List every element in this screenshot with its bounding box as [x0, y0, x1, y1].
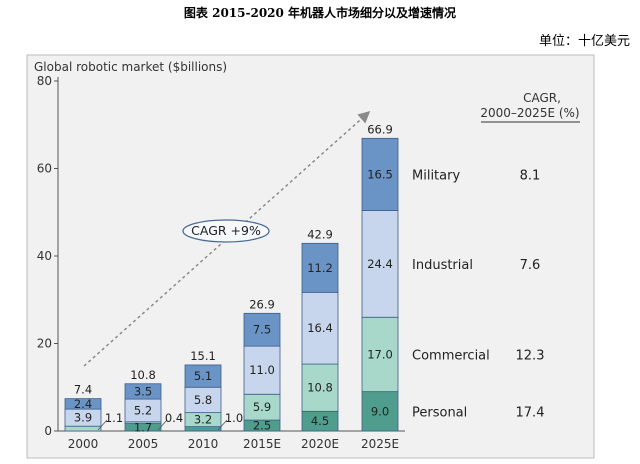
data-label: 2.5 — [253, 419, 271, 433]
total-label: 7.4 — [74, 383, 92, 397]
bar-industrial-2020e — [301, 291, 339, 365]
bar-commercial-2025e — [361, 316, 399, 393]
data-label: 7.5 — [253, 323, 271, 337]
y-tick-label: 60 — [37, 162, 52, 176]
x-tick-label: 2000 — [68, 437, 99, 451]
segment-label-personal: Personal — [412, 405, 467, 420]
cagr-header-line1: CAGR, — [523, 91, 561, 105]
data-label: 1.7 — [134, 420, 152, 434]
data-label: 2.4 — [74, 397, 92, 411]
bar-military-2010 — [184, 364, 222, 388]
data-label: 11.0 — [249, 363, 275, 377]
total-label: 26.9 — [249, 297, 275, 311]
leader-line — [157, 419, 168, 431]
leader-line — [217, 419, 228, 431]
bar-military-2020e — [301, 242, 339, 293]
bar-industrial-2025e — [361, 210, 399, 318]
bar-military-2025e — [361, 137, 399, 211]
bar-commercial-2000 — [64, 425, 102, 432]
cagr-value-commercial: 12.3 — [516, 348, 545, 363]
x-tick-label: 2025E — [361, 437, 399, 451]
bar-military-2015e — [243, 312, 281, 347]
bar-industrial-2010 — [184, 386, 222, 414]
outside-data-label: 1.0 — [225, 411, 243, 425]
data-label: 10.8 — [307, 381, 333, 395]
outside-data-label: 0.4 — [165, 411, 183, 425]
bar-military-2000 — [64, 398, 102, 410]
data-label: 3.9 — [74, 411, 92, 425]
data-label: 17.0 — [367, 347, 393, 361]
data-label: 3.2 — [194, 413, 212, 427]
bar-personal-2010 — [184, 426, 222, 432]
y-tick-label: 40 — [37, 249, 52, 263]
total-label: 10.8 — [130, 368, 156, 382]
x-tick-label: 2020E — [301, 437, 339, 451]
bar-commercial-2020e — [301, 363, 339, 412]
data-label: 5.9 — [253, 400, 271, 414]
outside-data-label: 1.1 — [105, 411, 123, 425]
segment-label-industrial: Industrial — [412, 258, 473, 273]
x-tick-label: 2010 — [188, 437, 219, 451]
cagr-value-industrial: 7.6 — [520, 258, 541, 273]
cagr-header-line2: 2000–2025E (%) — [480, 106, 579, 120]
data-label: 3.5 — [134, 384, 152, 398]
total-label: 15.1 — [190, 349, 216, 363]
unit-label: 单位：十亿美元 — [538, 34, 630, 49]
y-tick-label: 80 — [37, 74, 52, 88]
data-label: 9.0 — [371, 404, 389, 418]
cagr-bubble — [182, 219, 270, 243]
cagr-value-military: 8.1 — [520, 168, 541, 183]
figure-caption: 图表 2015-2020 年机器人市场细分以及增速情况 — [183, 6, 457, 20]
data-label: 5.8 — [194, 393, 212, 407]
data-label: 4.5 — [311, 414, 329, 428]
y-tick-label: 0 — [44, 424, 52, 438]
bar-commercial-2015e — [243, 393, 281, 421]
segment-label-commercial: Commercial — [412, 348, 490, 363]
data-label: 16.5 — [367, 167, 393, 181]
x-tick-label: 2005 — [128, 437, 159, 451]
total-label: 42.9 — [307, 227, 333, 241]
cagr-annotation: CAGR +9% — [191, 223, 261, 238]
bar-military-2005 — [124, 383, 162, 400]
data-label: 16.4 — [307, 321, 333, 335]
total-label: 66.9 — [367, 122, 393, 136]
y-tick-label: 20 — [37, 337, 52, 351]
data-label: 11.2 — [307, 261, 333, 275]
data-label: 5.1 — [194, 369, 212, 383]
data-label: 24.4 — [367, 257, 393, 271]
segment-label-military: Military — [412, 168, 460, 183]
cagr-value-personal: 17.4 — [516, 405, 545, 420]
bar-industrial-2015e — [243, 345, 281, 395]
chart-title: Global robotic market ($billions) — [34, 60, 227, 74]
data-label: 5.2 — [134, 403, 152, 417]
x-tick-label: 2015E — [243, 437, 281, 451]
leader-line — [97, 419, 108, 431]
bar-personal-2025e — [361, 391, 399, 432]
